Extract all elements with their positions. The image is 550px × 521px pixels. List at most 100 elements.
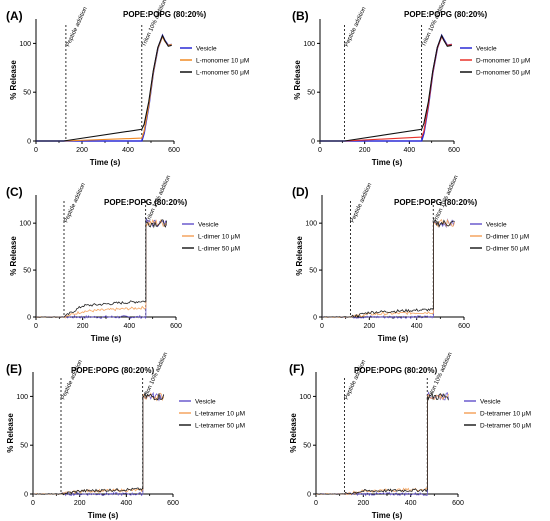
- series-line: [35, 218, 168, 319]
- legend-entry: Vesicle: [486, 222, 507, 229]
- chart-panel-3: (C)POPE:POPG (80:20%)0 200 400 600050100Tim…: [6, 175, 240, 343]
- y-tick-label: 0: [311, 139, 315, 146]
- y-tick-label: 100: [19, 221, 31, 228]
- chart-panel-2: (B) POPE:POPG (80:20%) 0 200 400 600 0 50 100 Tim…: [292, 0, 530, 167]
- annotation-label: Triton 10% addition: [142, 352, 169, 401]
- chart-panel-6: (F) POPE:POPG (80:20%) 0 200 400 600 0 50 100 Tim…: [289, 352, 531, 520]
- chart-title: POPE:POPG (80:20%): [123, 10, 206, 19]
- panel-label: (D): [292, 185, 309, 199]
- x-tick-label: 400: [120, 500, 132, 507]
- y-tick-label: 50: [309, 268, 317, 275]
- y-tick-label: 100: [303, 41, 315, 48]
- y-tick-label: 50: [23, 90, 31, 97]
- chart-panel-5: (E) POPE:POPG (80:20%) 0 200 400 600 0 50 100 Tim…: [6, 352, 245, 520]
- legend-entry: L-tetramer 50 μM: [195, 423, 245, 430]
- x-axis-label: Time (s): [372, 511, 403, 520]
- x-tick-label: 0: [34, 323, 38, 330]
- legend-entry: D-monomer 50 μM: [476, 70, 530, 77]
- y-tick-label: 0: [24, 492, 28, 499]
- series-line: [320, 35, 452, 142]
- series-line: [321, 218, 455, 320]
- x-tick-label: 200: [357, 500, 369, 507]
- panel-label: (A): [6, 9, 23, 23]
- x-tick-label: 600: [452, 500, 464, 507]
- annotation-label: Peptide addition: [65, 6, 89, 48]
- y-axis-label: % Release: [293, 60, 302, 100]
- series-line: [36, 35, 172, 142]
- series-line: [36, 217, 168, 320]
- chart-panel-1: (A) POPE:POPG (80:20%) 0 200 400 600 0 50 100 Tim…: [6, 0, 249, 167]
- legend-entry: L-dimer 50 μM: [198, 246, 240, 253]
- x-tick-label: 600: [167, 500, 179, 507]
- x-tick-label: 200: [363, 323, 375, 330]
- y-tick-label: 50: [303, 443, 311, 450]
- legend-entry: Vesicle: [196, 46, 217, 53]
- y-tick-label: 50: [23, 268, 31, 275]
- legend-entry: Vesicle: [198, 222, 219, 229]
- y-tick-label: 0: [313, 315, 317, 322]
- series-line: [35, 219, 168, 318]
- x-tick-label: 400: [123, 323, 135, 330]
- x-tick-label: 600: [168, 147, 180, 154]
- x-tick-label: 0: [31, 500, 35, 507]
- y-tick-label: 50: [307, 90, 315, 97]
- y-tick-label: 50: [20, 443, 28, 450]
- x-tick-label: 0: [314, 500, 318, 507]
- chart-title: POPE:POPG (80:20%): [404, 10, 487, 19]
- chart-title: POPE:POPG (80:20%): [354, 366, 437, 375]
- legend-entry: L-monomer 50 μM: [196, 70, 249, 77]
- y-axis-label: % Release: [6, 413, 15, 453]
- x-axis-label: Time (s): [378, 334, 409, 343]
- legend-entry: L-monomer 10 μM: [196, 58, 249, 65]
- annotation-label: Peptide addition: [350, 182, 374, 224]
- series-line: [320, 33, 452, 142]
- y-tick-label: 0: [27, 139, 31, 146]
- annotation-label: Peptide addition: [344, 6, 368, 48]
- x-axis-label: Time (s): [91, 334, 122, 343]
- y-axis-label: % Release: [295, 236, 304, 276]
- x-tick-label: 200: [77, 323, 89, 330]
- y-tick-label: 0: [27, 315, 31, 322]
- annotation-label: Peptide addition: [63, 182, 87, 224]
- series-line: [321, 218, 455, 318]
- x-tick-label: 400: [122, 147, 134, 154]
- y-tick-label: 100: [16, 394, 28, 401]
- x-tick-label: 400: [411, 323, 423, 330]
- legend-entry: Vesicle: [476, 46, 497, 53]
- y-tick-label: 100: [305, 221, 317, 228]
- series-line: [32, 392, 165, 495]
- x-tick-label: 0: [318, 147, 322, 154]
- chart-title: POPE:POPG (80:20%): [71, 366, 154, 375]
- panel-label: (E): [6, 362, 22, 376]
- series-line: [315, 393, 449, 496]
- y-axis-label: % Release: [9, 236, 18, 276]
- legend-entry: L-dimer 10 μM: [198, 234, 240, 241]
- series-line: [320, 34, 452, 142]
- series-line: [315, 391, 449, 497]
- x-tick-label: 200: [359, 147, 371, 154]
- y-tick-label: 0: [307, 492, 311, 499]
- legend-entry: Vesicle: [195, 399, 216, 406]
- x-tick-label: 200: [74, 500, 86, 507]
- panel-label: (C): [6, 185, 23, 199]
- y-axis-label: % Release: [9, 60, 18, 100]
- legend-entry: L-tetramer 10 μM: [195, 411, 245, 418]
- chart-title: POPE:POPG (80:20%): [394, 198, 477, 207]
- x-axis-label: Time (s): [372, 158, 403, 167]
- x-tick-label: 0: [320, 323, 324, 330]
- legend-entry: D-monomer 10 μM: [476, 58, 530, 65]
- series-line: [32, 391, 165, 497]
- x-tick-label: 400: [403, 147, 415, 154]
- x-axis-label: Time (s): [88, 511, 119, 520]
- legend-entry: D-tetramer 10 μM: [480, 411, 531, 418]
- y-axis-label: % Release: [289, 413, 298, 453]
- legend-entry: Vesicle: [480, 399, 501, 406]
- series-line: [36, 34, 172, 142]
- series-line: [32, 391, 165, 496]
- x-tick-label: 200: [76, 147, 88, 154]
- x-tick-label: 600: [458, 323, 470, 330]
- series-line: [321, 218, 455, 318]
- x-tick-label: 0: [34, 147, 38, 154]
- x-tick-label: 400: [405, 500, 417, 507]
